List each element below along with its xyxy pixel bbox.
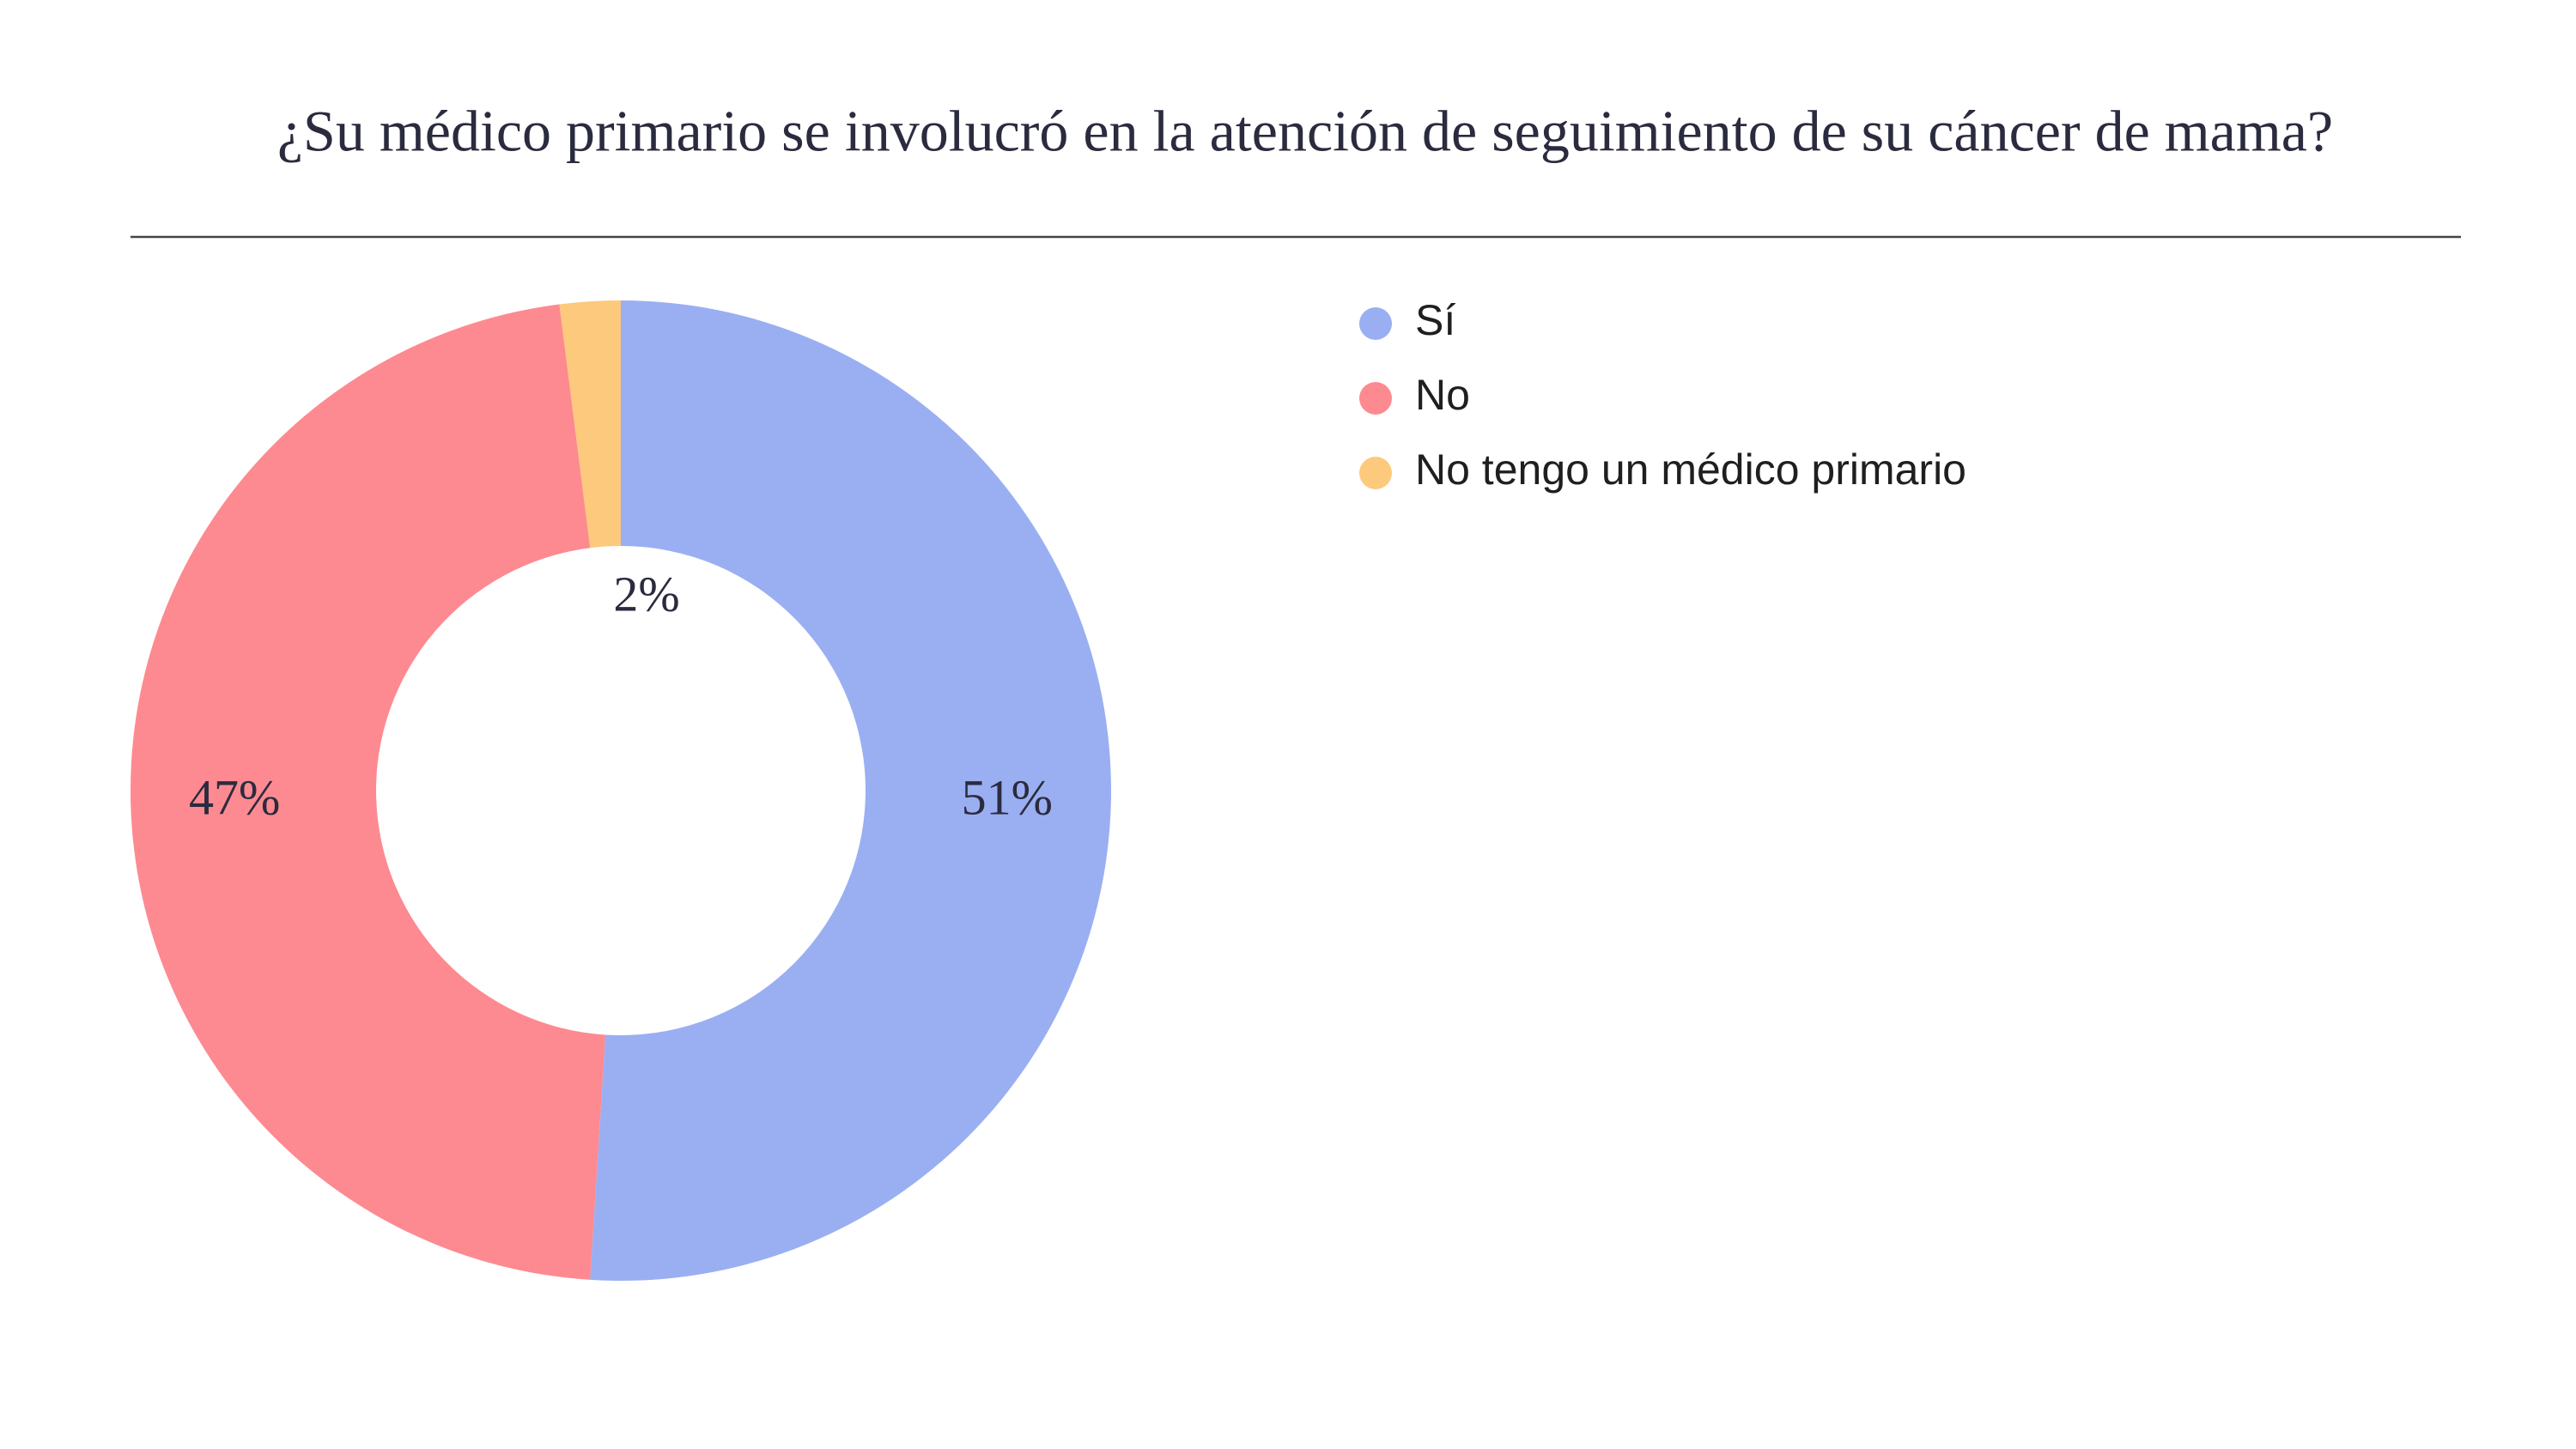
data-label: 47%: [189, 769, 280, 825]
slice: [590, 300, 1111, 1281]
slice: [131, 304, 606, 1280]
chart-title: ¿Su médico primario se involucró en la a…: [277, 99, 2333, 164]
legend-swatch: [1359, 457, 1392, 489]
slice: [559, 300, 621, 549]
data-label: 51%: [962, 769, 1053, 825]
legend-label: No: [1415, 371, 1470, 419]
legend-label: No tengo un médico primario: [1415, 446, 1966, 494]
legend-swatch: [1359, 307, 1392, 340]
legend-swatch: [1359, 382, 1392, 415]
legend-label: Sí: [1415, 296, 1455, 344]
data-label: 2%: [613, 566, 679, 621]
